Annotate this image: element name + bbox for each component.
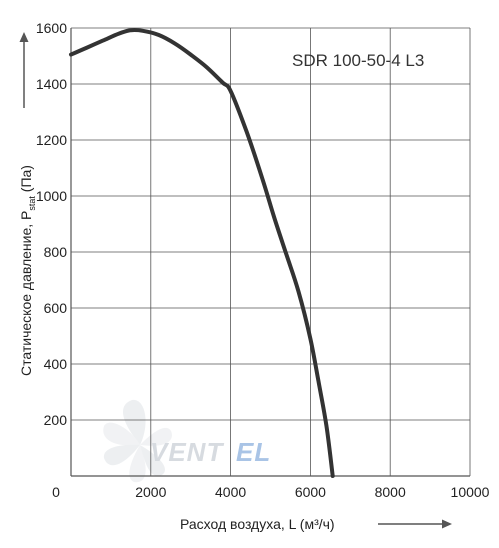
x-tick-label: 2000 <box>135 484 166 500</box>
y-tick-label: 1600 <box>36 20 67 36</box>
y-tick-label: 400 <box>44 356 68 372</box>
x-tick-label: 8000 <box>375 484 406 500</box>
y-axis-label-end: (Па) <box>18 165 34 196</box>
x-origin-label: 0 <box>52 484 60 500</box>
x-tick-label: 10000 <box>451 484 490 500</box>
watermark-text-accent: EL <box>236 437 271 467</box>
ventel-watermark: VENT EL <box>103 399 271 483</box>
y-tick-label: 1000 <box>36 188 67 204</box>
fan-blades-watermark-icon <box>103 399 172 483</box>
x-axis-label: Расход воздуха, L (м³/ч) <box>180 516 335 532</box>
y-tick-label: 1400 <box>36 76 67 92</box>
y-tick-label: 200 <box>44 412 68 428</box>
y-tick-label: 600 <box>44 300 68 316</box>
watermark-text-main: VENT <box>150 437 224 467</box>
x-tick-label: 4000 <box>215 484 246 500</box>
x-axis-arrow-icon <box>378 519 452 529</box>
chart-title: SDR 100-50-4 L3 <box>292 51 424 70</box>
y-tick-labels: 200 400 600 800 1000 1200 1400 1600 <box>36 20 67 428</box>
x-tick-labels: 2000 4000 6000 8000 10000 <box>135 484 489 500</box>
y-tick-label: 1200 <box>36 132 67 148</box>
x-tick-label: 6000 <box>295 484 326 500</box>
grid <box>70 27 471 477</box>
performance-curve <box>69 28 335 478</box>
y-axis-label-sub: stat <box>27 196 37 211</box>
y-axis-label: Статическое давление, Pstat (Па) <box>18 165 37 376</box>
y-tick-label: 800 <box>44 244 68 260</box>
y-axis-label-main: Статическое давление, P <box>18 211 34 376</box>
y-axis-arrow-icon <box>19 32 29 108</box>
